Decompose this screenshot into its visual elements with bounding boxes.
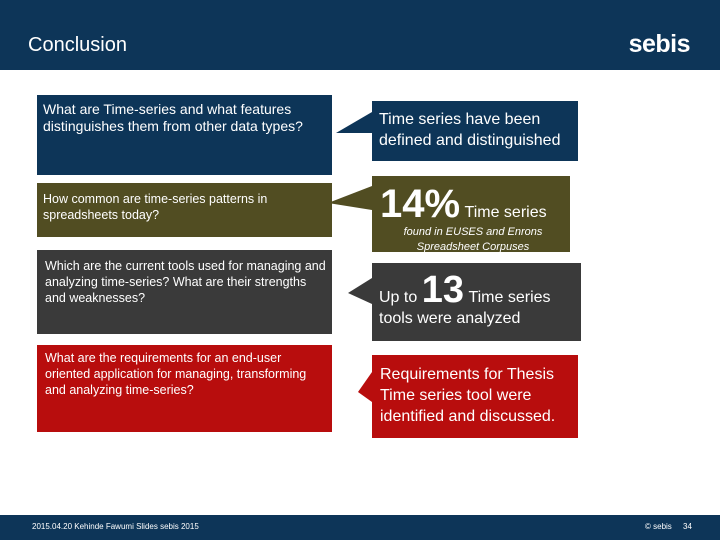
question-text-1: What are Time-series and what features d…	[43, 101, 303, 134]
answer-note-2: found in EUSES and Enrons Spreadsheet Co…	[403, 226, 543, 253]
answer-box-4: Requirements for Thesis Time series tool…	[372, 355, 578, 438]
footer-copyright: © sebis	[645, 522, 672, 531]
stat-14-percent: 14%	[380, 182, 461, 226]
question-text-4: What are the requirements for an end-use…	[45, 351, 307, 397]
answer-suffix-3: Time series	[468, 289, 551, 306]
question-box-1: What are Time-series and what features d…	[37, 95, 332, 175]
answer-box-1: Time series have been defined and distin…	[372, 101, 578, 161]
footer-credit: 2015.04.20 Kehinde Fawumi Slides sebis 2…	[32, 522, 199, 531]
answer-prefix-3: Up to	[379, 289, 418, 306]
answer-suffix-2: Time series	[464, 204, 547, 221]
arrow-2	[328, 186, 372, 210]
arrow-1	[336, 112, 372, 133]
header-bar	[0, 0, 720, 70]
question-box-2: How common are time-series patterns in s…	[37, 183, 332, 237]
question-box-4: What are the requirements for an end-use…	[37, 345, 332, 432]
arrow-3	[348, 278, 372, 304]
question-text-3: Which are the current tools used for man…	[45, 259, 326, 305]
stat-13: 13	[421, 269, 464, 311]
answer-box-2: 14% Time series found in EUSES and Enron…	[372, 176, 570, 253]
question-box-3: Which are the current tools used for man…	[37, 250, 332, 334]
answer-text-1: Time series have been defined and distin…	[379, 111, 561, 149]
page-number: 34	[683, 522, 692, 531]
answer-line2-3: tools were analyzed	[379, 310, 521, 327]
footer-bar	[0, 515, 720, 540]
answer-box-3: Up to 13 Time series tools were analyzed	[372, 263, 581, 341]
answer-text-4: Requirements for Thesis Time series tool…	[380, 366, 556, 425]
question-text-2: How common are time-series patterns in s…	[43, 192, 268, 222]
page-title: Conclusion	[28, 34, 127, 56]
arrow-4	[358, 372, 372, 402]
sebis-logo: sebis	[628, 30, 691, 58]
